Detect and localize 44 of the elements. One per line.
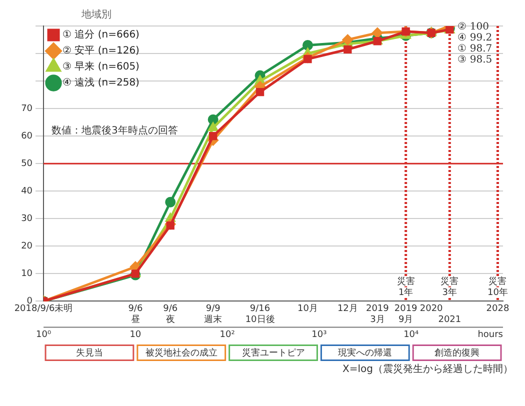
text: 9/6 昼 bbox=[128, 304, 143, 326]
text: 10月 bbox=[298, 304, 318, 314]
y-tick-label: 40 bbox=[21, 186, 33, 196]
annotation: ① 98.7 bbox=[458, 44, 492, 55]
text: 創造的復興 bbox=[434, 348, 480, 359]
legend-title: 地域別 bbox=[80, 8, 112, 21]
x-tick-label: 10⁴ bbox=[404, 330, 420, 340]
x-tick-label: 10² bbox=[220, 330, 236, 340]
x-tick-label: 10 bbox=[130, 330, 142, 340]
text: 2018/9/6未明 bbox=[14, 303, 73, 314]
text: 被災地社会の成立 bbox=[145, 348, 218, 359]
x-axis-title: hours bbox=[478, 330, 504, 340]
text: 2019 9月 bbox=[394, 304, 418, 326]
ref-line-label: 災害 10年 bbox=[487, 276, 508, 298]
text: 現実への帰還 bbox=[338, 348, 392, 359]
text: 失見当 bbox=[76, 348, 103, 359]
text: 2028 bbox=[486, 304, 510, 314]
annotation: ④ 99.2 bbox=[458, 32, 492, 44]
text: 災害ユートピア bbox=[242, 348, 305, 359]
y-tick-label: 50 bbox=[21, 158, 33, 169]
x-tick-label: 10⁰ bbox=[36, 330, 52, 340]
y-tick-label: 70 bbox=[21, 104, 33, 114]
legend-label: ③ 早来 (n=605) bbox=[62, 60, 140, 73]
legend-label: ④ 遠浅 (n=258) bbox=[62, 76, 140, 89]
text: 9/6 夜 bbox=[163, 304, 178, 326]
y-tick-label: 10 bbox=[21, 269, 33, 280]
text: 12月 bbox=[337, 304, 358, 314]
annotation: ② 100 bbox=[458, 22, 489, 33]
ref-line-label: 災害 1年 bbox=[396, 276, 415, 298]
x-tick-label: 10³ bbox=[312, 330, 328, 340]
text: X=log（震災発生から経過した時間） bbox=[342, 362, 513, 375]
legend-label: ② 安平 (n=126) bbox=[62, 44, 140, 57]
text: 2019 3月 bbox=[366, 304, 390, 326]
annotation: ③ 98.5 bbox=[458, 54, 492, 66]
annotation: 数値：地震後3年時点の回答 bbox=[52, 124, 178, 137]
text: 2021 bbox=[438, 315, 462, 326]
y-tick-label: 20 bbox=[21, 242, 33, 252]
ref-line-label: 災害 3年 bbox=[440, 276, 459, 298]
text: 9/16 10日後 bbox=[245, 304, 275, 326]
text: 9/9 週末 bbox=[204, 304, 222, 326]
legend-label: ① 追分 (n=666) bbox=[62, 28, 140, 41]
y-tick-label: 30 bbox=[21, 214, 33, 224]
y-tick-label: 60 bbox=[21, 131, 33, 142]
text: 2020 bbox=[420, 304, 444, 314]
